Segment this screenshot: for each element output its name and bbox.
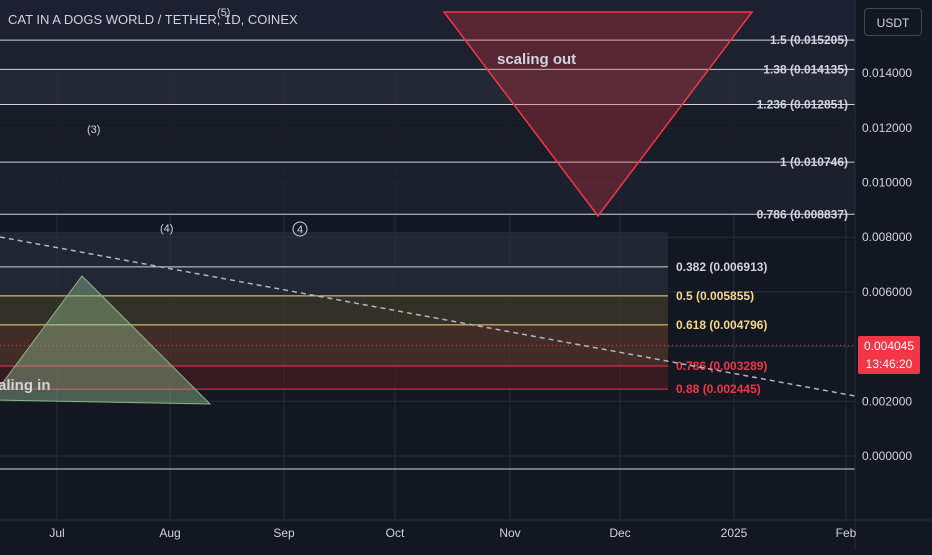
fib-level-label: 0.786 (0.003289)	[676, 359, 767, 373]
wave-marker	[292, 221, 308, 237]
y-tick-label: 0.000000	[862, 449, 912, 463]
fib-level-label: 1.38 (0.014135)	[763, 62, 848, 76]
fib-level-label: 0.786 (0.008837)	[757, 207, 848, 221]
wave-label: (3)	[87, 124, 100, 136]
fib-band-upper	[0, 104, 855, 163]
fib-level-label: 1.236 (0.012851)	[757, 98, 848, 112]
fib-level-label: 0.382 (0.006913)	[676, 260, 767, 274]
bar-countdown: 13:46:20	[865, 357, 913, 371]
wave-label: 4	[297, 224, 303, 236]
y-tick-label: 0.014000	[862, 66, 912, 80]
fib-band-lower	[0, 232, 668, 267]
current-price-tag: 0.004045 13:46:20	[858, 336, 920, 374]
x-tick-label: Nov	[499, 526, 520, 540]
x-tick-label: Dec	[609, 526, 630, 540]
fib-level-label: 0.88 (0.002445)	[676, 382, 761, 396]
scaling-out-label: scaling out	[497, 51, 576, 68]
fib-level-label: 1.5 (0.015205)	[770, 33, 848, 47]
x-tick-label: Feb	[836, 526, 857, 540]
y-tick-label: 0.010000	[862, 176, 912, 190]
x-tick-label: 2025	[721, 526, 748, 540]
fib-level-label: 0.618 (0.004796)	[676, 318, 767, 332]
x-tick-label: Oct	[386, 526, 405, 540]
y-tick-label: 0.008000	[862, 230, 912, 244]
price-axis-panel	[855, 0, 932, 550]
wave-label: (5)	[217, 7, 230, 19]
fib-band-lower	[0, 266, 668, 296]
fib-level-label: 1 (0.010746)	[780, 155, 848, 169]
fib-band-upper	[0, 0, 855, 41]
y-tick-label: 0.012000	[862, 121, 912, 135]
current-price-value: 0.004045	[863, 339, 915, 353]
fib-level-label: 0.5 (0.005855)	[676, 289, 754, 303]
x-tick-label: Sep	[273, 526, 295, 540]
fib-band-upper	[0, 69, 855, 105]
trend-line	[0, 236, 856, 397]
x-tick-label: Jul	[49, 526, 64, 540]
scaling-out-zone	[442, 11, 754, 218]
fib-band-lower	[0, 366, 668, 390]
x-tick-label: Aug	[159, 526, 180, 540]
symbol-header: CAT IN A DOGS WORLD / TETHER, 1D, COINEX	[8, 12, 298, 27]
scaling-in-label: aling in	[0, 377, 51, 394]
scaling-in-zone	[0, 275, 212, 405]
fib-band-upper	[0, 162, 855, 215]
fib-band-lower	[0, 295, 668, 325]
currency-button[interactable]: USDT	[864, 8, 922, 36]
y-tick-label: 0.002000	[862, 394, 912, 408]
y-tick-label: 0.006000	[862, 285, 912, 299]
wave-label: (4)	[160, 223, 173, 235]
